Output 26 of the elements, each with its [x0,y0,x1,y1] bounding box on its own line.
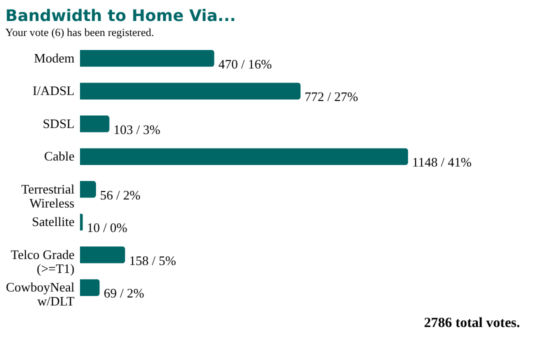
bar [80,279,100,296]
data-label: 470 / 16% [218,56,272,72]
bar [80,180,96,198]
data-label: 772 / 27% [304,89,358,104]
y-tick-label: Telco Grade (>=T1) [10,246,75,276]
y-tick-label: I/ADSL [32,83,75,98]
y-tick-label: Cable [44,148,75,164]
data-label: 56 / 2% [100,187,141,202]
bar [80,50,214,67]
data-label: 1148 / 41% [412,154,472,170]
data-label: 10 / 0% [86,220,128,236]
data-label: 158 / 5% [129,252,176,268]
data-label: 69 / 2% [104,286,144,301]
text: 2786 total votes. [424,316,520,331]
y-tick-label: Satellite [32,214,75,230]
data-label: 103 / 3% [113,122,161,137]
y-tick-label: SDSL [42,116,75,131]
y-tick-label: CowboyNeal w/DLT [6,280,75,309]
y-tick-label: Modem [34,50,74,66]
y-tick-label: Terrestrial Wireless [21,181,75,210]
bar [80,148,408,166]
chart-title: Bandwidth to Home Via... [5,6,236,25]
bar [80,115,110,132]
chart-subtitle: Your vote (6) has been registered. [5,27,154,39]
bar [80,246,126,264]
bar [80,82,301,100]
